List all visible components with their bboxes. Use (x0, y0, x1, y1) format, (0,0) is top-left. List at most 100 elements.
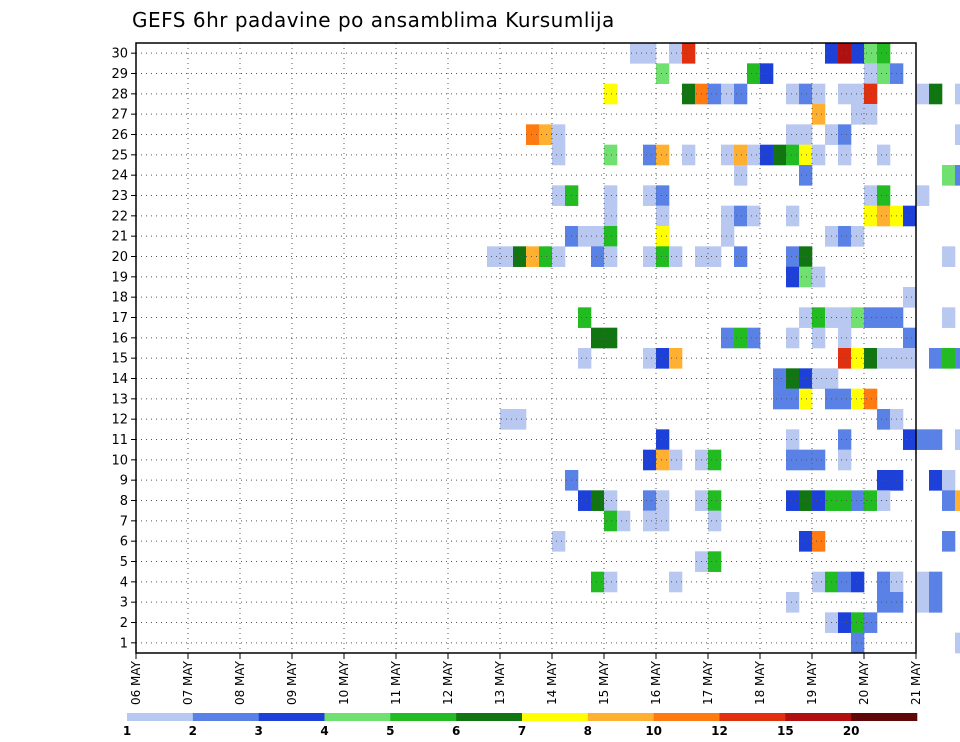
heatmap-cell (656, 63, 670, 84)
heatmap-cell (643, 348, 657, 369)
legend-swatch (456, 713, 523, 721)
y-tick-label: 18 (111, 291, 128, 306)
heatmap-cell (851, 104, 865, 125)
heatmap-cell (552, 144, 566, 166)
y-tick-label: 11 (111, 433, 128, 448)
heatmap-cell (578, 490, 592, 511)
heatmap-cell (812, 144, 826, 166)
heatmap-cell (747, 205, 761, 227)
legend-label: 4 (320, 724, 328, 738)
heatmap-cell (851, 348, 865, 369)
heatmap-cell (604, 571, 618, 593)
y-tick-label: 23 (111, 189, 128, 204)
y-tick-label: 16 (111, 331, 128, 346)
heatmap-cell (799, 307, 813, 328)
x-tick-label: 12 MAY (441, 660, 455, 705)
heatmap-cell (578, 226, 592, 247)
grid-lines (136, 43, 916, 653)
legend-label: 6 (452, 724, 460, 738)
y-tick-label: 6 (120, 535, 128, 550)
heatmap-cell (877, 205, 891, 227)
heatmap-cell (708, 510, 722, 532)
heatmap-cell (786, 449, 800, 471)
y-tick-label: 17 (111, 311, 128, 326)
heatmap-cell (864, 612, 878, 633)
heatmap-cell (851, 43, 865, 64)
heatmap-cell (799, 449, 813, 471)
y-axis-ticks: 1234567891011121314151617181920212223242… (111, 47, 136, 651)
heatmap-cell (851, 490, 865, 511)
heatmap-cell (799, 83, 813, 105)
heatmap-cell (708, 490, 722, 511)
heatmap-cell (812, 368, 826, 389)
y-tick-label: 3 (120, 596, 128, 611)
y-tick-label: 19 (111, 270, 128, 285)
legend-swatch (719, 713, 786, 721)
y-tick-label: 13 (111, 392, 128, 407)
heatmap-cell (838, 307, 852, 328)
heatmap-cell (812, 327, 826, 349)
heatmap-cell (786, 592, 800, 613)
heatmap-cell (916, 592, 930, 613)
heatmap-cell (604, 83, 618, 105)
heatmap-cell (942, 165, 956, 186)
heatmap-cell (877, 307, 891, 328)
heatmap-cell (786, 490, 800, 511)
x-tick-label: 10 MAY (337, 660, 351, 705)
x-tick-label: 08 MAY (233, 660, 247, 705)
heatmap-cell (786, 388, 800, 410)
heatmap-cell (656, 510, 670, 532)
legend-label: 2 (189, 724, 197, 738)
heatmap-cell (708, 246, 722, 267)
heatmap-cell (682, 43, 696, 64)
legend-label: 1 (123, 724, 131, 738)
heatmap-cell (838, 388, 852, 410)
heatmap-cell (877, 592, 891, 613)
heatmap-cell (487, 246, 501, 267)
heatmap-cell (643, 449, 657, 471)
legend-swatch (127, 713, 194, 721)
heatmap-cell (747, 63, 761, 84)
heatmap-cell (864, 104, 878, 125)
y-tick-label: 26 (111, 128, 128, 143)
heatmap-cell (591, 490, 605, 511)
heatmap-cell (734, 83, 748, 105)
heatmap-cell (786, 429, 800, 450)
heatmap-cell (656, 205, 670, 227)
heatmap-cell (591, 246, 605, 267)
heatmap-cell (838, 490, 852, 511)
y-tick-label: 22 (111, 209, 128, 224)
legend-swatch (653, 713, 720, 721)
heatmap-cell (877, 409, 891, 430)
heatmap-cell (851, 632, 865, 654)
heatmap-cell (812, 449, 826, 471)
heatmap-cell (799, 165, 813, 186)
heatmap-cell (708, 83, 722, 105)
heatmap-cell (877, 571, 891, 593)
heatmap-cell (799, 246, 813, 267)
heatmap-cell (838, 348, 852, 369)
heatmap-cell (604, 327, 618, 349)
heatmap-cell (773, 144, 787, 166)
heatmap-cell (669, 449, 683, 471)
heatmap-cell (513, 246, 527, 267)
legend-label: 12 (711, 724, 728, 738)
heatmap-cell (838, 449, 852, 471)
heatmap-cell (734, 144, 748, 166)
y-tick-label: 29 (111, 67, 128, 82)
legend-swatch (785, 713, 852, 721)
heatmap-cell (851, 307, 865, 328)
x-tick-label: 21 MAY (909, 660, 923, 705)
y-tick-label: 20 (111, 250, 128, 265)
heatmap-cell (903, 287, 917, 308)
heatmap-cell (656, 144, 670, 166)
heatmap-cell (786, 246, 800, 267)
legend-label: 7 (518, 724, 526, 738)
heatmap-cell (682, 144, 696, 166)
heatmap-cell (877, 470, 891, 491)
legend-label: 20 (843, 724, 860, 738)
heatmap-cell (526, 124, 540, 145)
y-tick-label: 28 (111, 87, 128, 102)
legend-swatch (587, 713, 654, 721)
heatmap-cell (786, 144, 800, 166)
